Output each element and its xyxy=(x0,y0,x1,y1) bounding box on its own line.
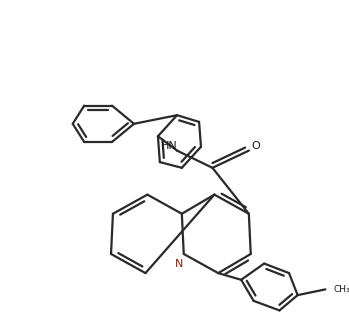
Text: O: O xyxy=(251,141,260,151)
Text: HN: HN xyxy=(161,141,178,151)
Text: CH₃: CH₃ xyxy=(333,285,349,294)
Text: N: N xyxy=(175,258,183,269)
